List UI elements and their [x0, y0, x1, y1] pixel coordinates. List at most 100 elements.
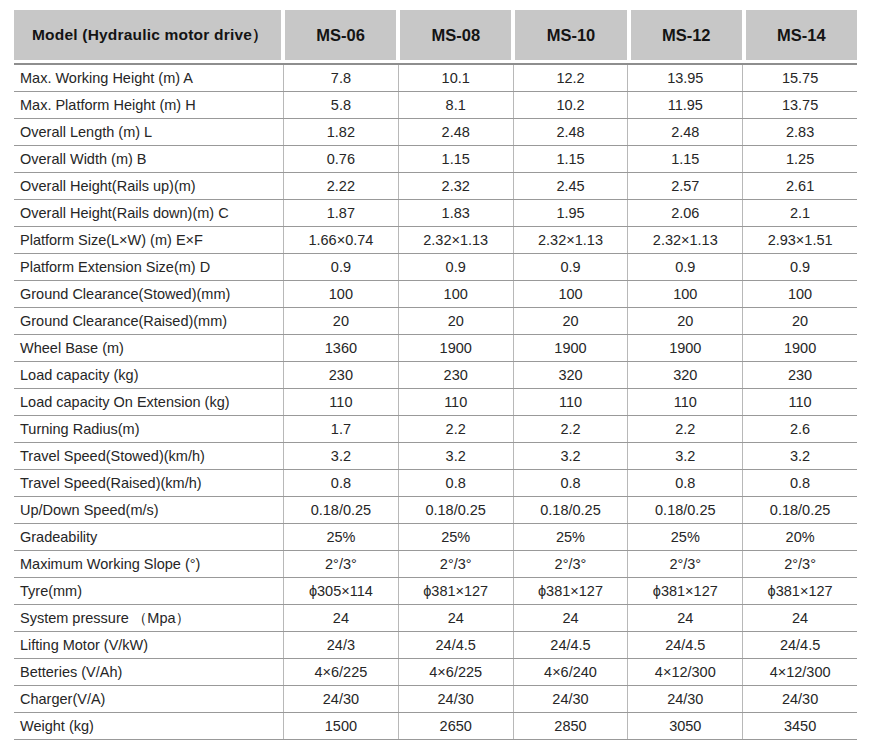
spec-value: 0.18/0.25	[398, 497, 513, 523]
spec-value: 0.76	[283, 146, 398, 172]
spec-value: 24/3	[283, 632, 398, 658]
spec-value: 2650	[398, 713, 513, 739]
spec-value: 10.2	[513, 92, 628, 118]
spec-value: 24	[742, 605, 857, 631]
spec-value: 0.18/0.25	[627, 497, 742, 523]
spec-value: 25%	[283, 524, 398, 550]
spec-value: 0.9	[283, 254, 398, 280]
spec-value: 3.2	[283, 443, 398, 469]
spec-value: 0.9	[742, 254, 857, 280]
spec-value: ϕ381×127	[627, 578, 742, 604]
table-row: Turning Radius(m) 1.7 2.2 2.2 2.2 2.6	[14, 416, 857, 443]
spec-value: 3.2	[398, 443, 513, 469]
spec-value: 0.8	[398, 470, 513, 496]
spec-value: 2.48	[398, 119, 513, 145]
spec-value: 2°/3°	[513, 551, 628, 577]
spec-value: 24	[398, 605, 513, 631]
spec-label: Overall Height(Rails up)(m)	[14, 173, 283, 199]
spec-value: 1500	[283, 713, 398, 739]
spec-label: Tyre(mm)	[14, 578, 283, 604]
spec-label: Turning Radius(m)	[14, 416, 283, 442]
spec-label: Max. Working Height (m) A	[14, 65, 283, 91]
spec-label: Load capacity On Extension (kg)	[14, 389, 283, 415]
spec-label: Travel Speed(Stowed)(km/h)	[14, 443, 283, 469]
table-row: Wheel Base (m) 1360 1900 1900 1900 1900	[14, 335, 857, 362]
spec-value: 230	[398, 362, 513, 388]
spec-value: 1900	[398, 335, 513, 361]
spec-value: 110	[398, 389, 513, 415]
column-header-ms14: MS-14	[746, 10, 857, 60]
spec-value: 2.22	[283, 173, 398, 199]
table-row: Overall Height(Rails up)(m) 2.22 2.32 2.…	[14, 173, 857, 200]
spec-value: 320	[513, 362, 628, 388]
spec-value: 2°/3°	[627, 551, 742, 577]
spec-value: 24/30	[742, 686, 857, 712]
spec-value: 10.1	[398, 65, 513, 91]
spec-value: ϕ381×127	[513, 578, 628, 604]
spec-value: 320	[627, 362, 742, 388]
spec-label: Up/Down Speed(m/s)	[14, 497, 283, 523]
spec-value: 20	[742, 308, 857, 334]
spec-value: 13.75	[742, 92, 857, 118]
spec-value: 25%	[513, 524, 628, 550]
spec-value: 2.2	[398, 416, 513, 442]
table-row: Gradeability 25% 25% 25% 25% 20%	[14, 524, 857, 551]
spec-value: 20%	[742, 524, 857, 550]
spec-label: Weight (kg)	[14, 713, 283, 739]
table-row: Ground Clearance(Stowed)(mm) 100 100 100…	[14, 281, 857, 308]
spec-value: 20	[283, 308, 398, 334]
spec-value: 4×12/300	[627, 659, 742, 685]
spec-value: 1.95	[513, 200, 628, 226]
spec-value: 1.82	[283, 119, 398, 145]
spec-value: 110	[513, 389, 628, 415]
spec-value: 24	[513, 605, 628, 631]
table-row: Betteries (V/Ah) 4×6/225 4×6/225 4×6/240…	[14, 659, 857, 686]
spec-value: 2.32×1.13	[513, 227, 628, 253]
spec-value: 1.15	[398, 146, 513, 172]
spec-value: 24/4.5	[742, 632, 857, 658]
spec-value: 24/30	[283, 686, 398, 712]
spec-label: Load capacity (kg)	[14, 362, 283, 388]
spec-table: Model (Hydraulic motor drive） MS-06 MS-0…	[14, 10, 857, 740]
table-row: Up/Down Speed(m/s) 0.18/0.25 0.18/0.25 0…	[14, 497, 857, 524]
spec-value: 12.2	[513, 65, 628, 91]
spec-value: 5.8	[283, 92, 398, 118]
spec-value: 110	[283, 389, 398, 415]
spec-value: 25%	[398, 524, 513, 550]
spec-value: 3.2	[627, 443, 742, 469]
spec-value: 110	[742, 389, 857, 415]
table-row: Max. Platform Height (m) H 5.8 8.1 10.2 …	[14, 92, 857, 119]
spec-value: 1.25	[742, 146, 857, 172]
spec-value: 230	[742, 362, 857, 388]
spec-value: 24/4.5	[513, 632, 628, 658]
spec-value: 24/30	[398, 686, 513, 712]
table-row: Charger(V/A) 24/30 24/30 24/30 24/30 24/…	[14, 686, 857, 713]
spec-value: 2.2	[627, 416, 742, 442]
spec-value: 2.32×1.13	[398, 227, 513, 253]
spec-value: 2.6	[742, 416, 857, 442]
spec-value: 0.8	[283, 470, 398, 496]
spec-label: Charger(V/A)	[14, 686, 283, 712]
spec-value: 0.8	[513, 470, 628, 496]
table-row: Weight (kg) 1500 2650 2850 3050 3450	[14, 713, 857, 740]
spec-value: 1900	[742, 335, 857, 361]
spec-value: 110	[627, 389, 742, 415]
spec-value: 0.8	[627, 470, 742, 496]
spec-value: 2.57	[627, 173, 742, 199]
table-row: Travel Speed(Raised)(km/h) 0.8 0.8 0.8 0…	[14, 470, 857, 497]
table-row: Travel Speed(Stowed)(km/h) 3.2 3.2 3.2 3…	[14, 443, 857, 470]
spec-label: Maximum Working Slope (°)	[14, 551, 283, 577]
spec-value: 1.15	[513, 146, 628, 172]
table-row: Tyre(mm) ϕ305×114 ϕ381×127 ϕ381×127 ϕ381…	[14, 578, 857, 605]
spec-label: Platform Size(L×W) (m) E×F	[14, 227, 283, 253]
spec-value: 7.8	[283, 65, 398, 91]
spec-value: 1900	[513, 335, 628, 361]
header-row: Model (Hydraulic motor drive） MS-06 MS-0…	[14, 10, 857, 60]
table-row: Lifting Motor (V/kW) 24/3 24/4.5 24/4.5 …	[14, 632, 857, 659]
spec-value: 100	[283, 281, 398, 307]
spec-value: 100	[398, 281, 513, 307]
spec-label: System pressure （Mpa）	[14, 605, 283, 631]
spec-value: 24/4.5	[627, 632, 742, 658]
spec-rows: Max. Working Height (m) A 7.8 10.1 12.2 …	[14, 63, 857, 740]
spec-value: 0.18/0.25	[283, 497, 398, 523]
